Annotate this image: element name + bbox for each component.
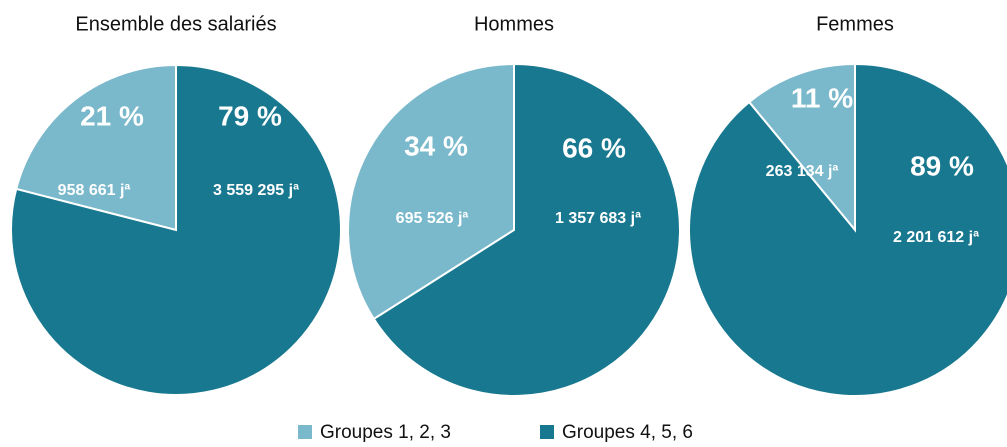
legend-swatch	[540, 425, 554, 439]
legend-label: Groupes 1, 2, 3	[320, 422, 451, 443]
value-label: 79 %	[218, 100, 282, 131]
value-label: 21 %	[80, 100, 144, 131]
chart-title: Hommes	[474, 13, 554, 35]
pie-slice	[747, 62, 856, 233]
annotation: 958 661 jª	[58, 182, 131, 199]
annotation: 263 134 jª	[766, 163, 839, 180]
value-label: 89 %	[910, 150, 974, 181]
chart-title: Ensemble des salariés	[75, 13, 276, 35]
annotation: 695 526 jª	[396, 210, 469, 227]
value-label: 34 %	[404, 130, 468, 161]
value-label: 66 %	[562, 132, 626, 163]
pie-slice	[10, 63, 342, 396]
pie-slice	[372, 62, 681, 397]
pie-slice	[14, 63, 177, 232]
legend-swatch	[298, 425, 312, 439]
annotation: 3 559 295 jª	[213, 182, 299, 199]
chart-title: Femmes	[816, 13, 894, 35]
pie-slice	[688, 62, 1007, 397]
legend-label: Groupes 4, 5, 6	[562, 422, 693, 443]
value-label: 11 %	[791, 82, 853, 113]
annotation: 1 357 683 jª	[555, 210, 641, 227]
annotation: 2 201 612 jª	[893, 229, 979, 246]
